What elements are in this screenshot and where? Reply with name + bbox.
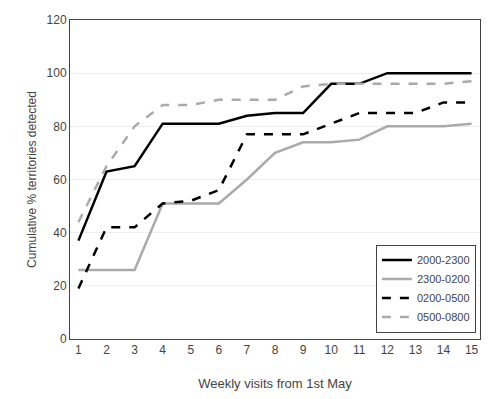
svg-text:20: 20 [53, 279, 67, 293]
svg-text:0: 0 [60, 332, 67, 346]
svg-text:12: 12 [381, 343, 395, 357]
svg-text:Weekly visits from 1st May: Weekly visits from 1st May [198, 376, 352, 391]
svg-text:80: 80 [53, 120, 67, 134]
svg-text:120: 120 [47, 13, 67, 27]
svg-text:Cumulative % territories detec: Cumulative % territories detected [25, 91, 39, 268]
svg-text:1: 1 [75, 343, 82, 357]
svg-text:10: 10 [324, 343, 338, 357]
svg-text:5: 5 [187, 343, 194, 357]
svg-text:0500-0800: 0500-0800 [417, 311, 470, 323]
svg-text:14: 14 [437, 343, 451, 357]
svg-text:0200-0500: 0200-0500 [417, 292, 470, 304]
svg-text:2: 2 [103, 343, 110, 357]
svg-text:40: 40 [53, 226, 67, 240]
svg-text:3: 3 [131, 343, 138, 357]
svg-text:100: 100 [47, 66, 67, 80]
svg-text:11: 11 [353, 343, 366, 357]
svg-text:7: 7 [244, 343, 251, 357]
svg-text:60: 60 [53, 173, 67, 187]
svg-text:2300-0200: 2300-0200 [417, 273, 470, 285]
svg-text:6: 6 [215, 343, 222, 357]
svg-text:9: 9 [300, 343, 307, 357]
svg-text:2000-2300: 2000-2300 [417, 254, 470, 266]
svg-text:4: 4 [159, 343, 166, 357]
svg-text:13: 13 [409, 343, 423, 357]
svg-text:8: 8 [272, 343, 279, 357]
svg-text:15: 15 [465, 343, 479, 357]
